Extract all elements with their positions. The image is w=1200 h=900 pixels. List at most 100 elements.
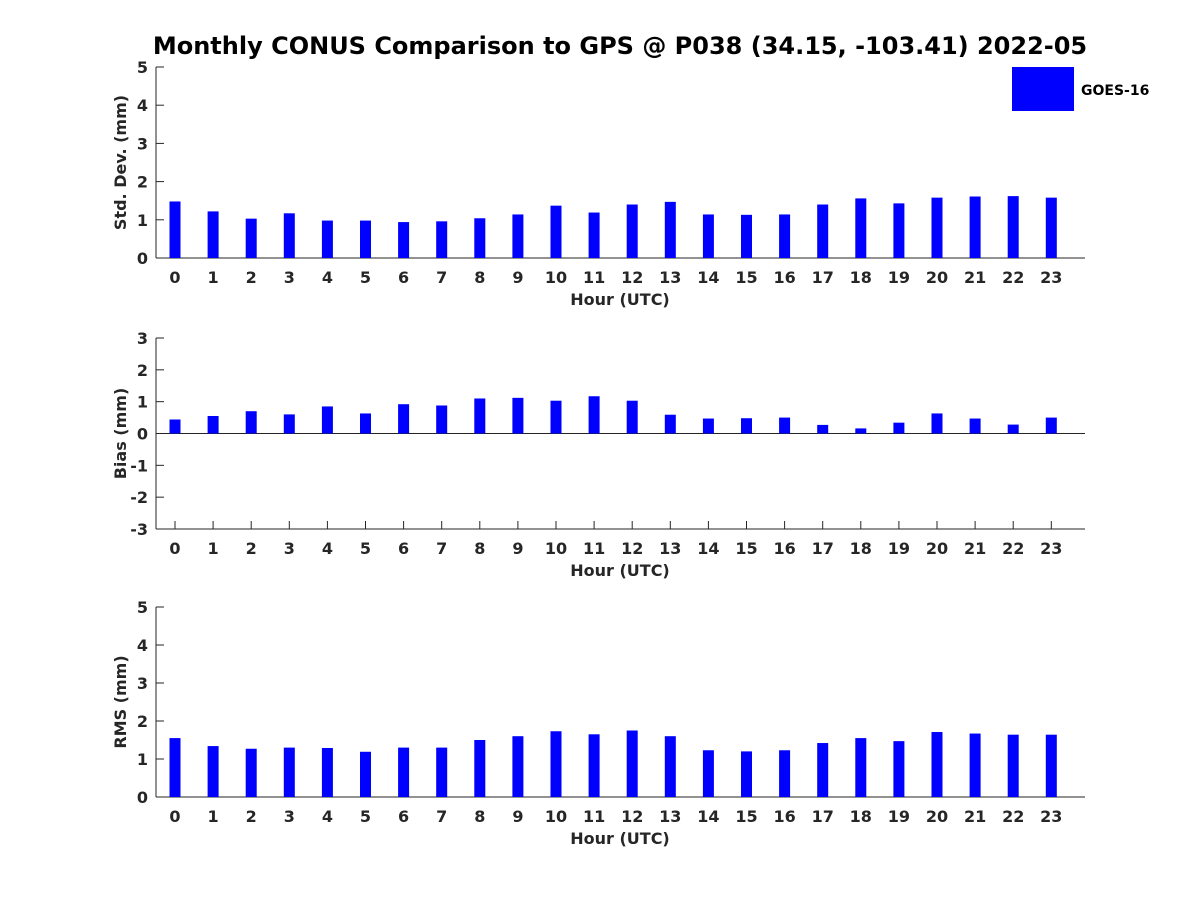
bar-hour-7 xyxy=(436,405,448,434)
bar-hour-3 xyxy=(283,747,295,797)
bar-hour-22 xyxy=(1007,424,1019,434)
bar-hour-11 xyxy=(588,734,600,797)
bar-hour-3 xyxy=(283,213,295,258)
x-tick-label: 19 xyxy=(888,807,910,826)
x-tick-label: 16 xyxy=(773,539,795,558)
x-tick-label: 13 xyxy=(659,807,681,826)
y-tick-label: -3 xyxy=(130,520,148,539)
y-tick-label: 4 xyxy=(137,636,148,655)
y-tick-label: 2 xyxy=(137,361,148,380)
x-tick-label: 12 xyxy=(621,807,643,826)
bar-hour-18 xyxy=(855,738,867,797)
legend-swatch-goes-16 xyxy=(1012,67,1074,111)
x-tick-label: 8 xyxy=(474,268,485,287)
x-tick-label: 9 xyxy=(512,268,523,287)
bar-hour-6 xyxy=(398,747,410,797)
x-tick-label: 18 xyxy=(850,807,872,826)
y-tick-label: 1 xyxy=(137,750,148,769)
x-tick-label: 9 xyxy=(512,807,523,826)
x-tick-label: 2 xyxy=(246,268,257,287)
x-tick-label: 15 xyxy=(735,539,757,558)
y-tick-label: 5 xyxy=(137,58,148,77)
x-tick-label: 18 xyxy=(850,539,872,558)
x-tick-label: 4 xyxy=(322,539,333,558)
bar-hour-4 xyxy=(321,747,333,797)
x-tick-label: 13 xyxy=(659,539,681,558)
x-tick-label: 23 xyxy=(1040,807,1062,826)
y-tick-label: -2 xyxy=(130,488,148,507)
x-tick-label: 23 xyxy=(1040,539,1062,558)
x-tick-label: 20 xyxy=(926,268,948,287)
bar-hour-9 xyxy=(512,214,524,258)
bar-hour-6 xyxy=(398,222,410,258)
x-tick-label: 11 xyxy=(583,539,605,558)
bar-hour-2 xyxy=(245,218,257,258)
bar-hour-20 xyxy=(931,197,943,258)
x-tick-label: 10 xyxy=(545,268,567,287)
bar-hour-8 xyxy=(474,398,486,434)
x-tick-label: 1 xyxy=(208,539,219,558)
bar-hour-14 xyxy=(702,750,714,797)
x-tick-label: 6 xyxy=(398,539,409,558)
bar-hour-23 xyxy=(1045,417,1057,434)
x-tick-label: 9 xyxy=(512,539,523,558)
bar-hour-1 xyxy=(207,415,219,434)
x-tick-label: 17 xyxy=(812,807,834,826)
x-tick-label: 21 xyxy=(964,268,986,287)
bar-hour-7 xyxy=(436,221,448,258)
bar-hour-23 xyxy=(1045,734,1057,797)
bar-hour-0 xyxy=(169,419,181,434)
bar-hour-4 xyxy=(321,220,333,258)
x-tick-label: 21 xyxy=(964,807,986,826)
x-tick-label: 22 xyxy=(1002,807,1024,826)
bar-hour-15 xyxy=(741,214,752,258)
x-tick-label: 20 xyxy=(926,807,948,826)
x-tick-label: 7 xyxy=(436,807,447,826)
y-tick-label: 2 xyxy=(137,712,148,731)
x-tick-label: 14 xyxy=(697,539,719,558)
bar-hour-21 xyxy=(969,418,981,434)
panel-1-x-axis-label: Hour (UTC) xyxy=(570,290,670,309)
bar-hour-16 xyxy=(779,750,791,797)
legend-label-goes-16: GOES-16 xyxy=(1081,83,1149,99)
bar-hour-19 xyxy=(893,741,905,797)
bar-hour-6 xyxy=(398,404,410,434)
y-tick-label: 0 xyxy=(137,788,148,807)
x-tick-label: 2 xyxy=(246,539,257,558)
x-tick-label: 4 xyxy=(322,268,333,287)
bar-hour-18 xyxy=(855,198,867,258)
bar-hour-10 xyxy=(550,205,562,258)
bar-hour-23 xyxy=(1045,197,1057,258)
bar-hour-21 xyxy=(969,733,981,797)
bar-hour-20 xyxy=(931,413,943,434)
x-tick-label: 5 xyxy=(360,539,371,558)
bar-hour-11 xyxy=(588,396,600,434)
x-tick-label: 5 xyxy=(360,807,371,826)
x-tick-label: 12 xyxy=(621,539,643,558)
bar-hour-11 xyxy=(588,212,600,258)
x-tick-label: 19 xyxy=(888,539,910,558)
x-tick-label: 11 xyxy=(583,807,605,826)
bar-hour-12 xyxy=(626,204,638,258)
panel-2-x-axis-label: Hour (UTC) xyxy=(570,561,670,580)
x-tick-label: 17 xyxy=(812,539,834,558)
bar-hour-1 xyxy=(207,211,219,258)
x-tick-label: 13 xyxy=(659,268,681,287)
x-tick-label: 12 xyxy=(621,268,643,287)
x-tick-label: 3 xyxy=(284,807,295,826)
bar-hour-0 xyxy=(169,201,181,258)
panel-1-y-axis-label: Std. Dev. (mm) xyxy=(111,95,130,230)
x-tick-label: 17 xyxy=(812,268,834,287)
bar-hour-17 xyxy=(817,424,829,434)
bar-hour-15 xyxy=(741,418,752,434)
bar-hour-3 xyxy=(283,414,295,434)
panel-2-y-axis-label: Bias (mm) xyxy=(111,388,130,480)
x-tick-label: 2 xyxy=(246,807,257,826)
legend: GOES-16 xyxy=(1012,67,1149,111)
x-tick-label: 8 xyxy=(474,539,485,558)
y-tick-label: 3 xyxy=(137,134,148,153)
y-tick-label: 1 xyxy=(137,211,148,230)
